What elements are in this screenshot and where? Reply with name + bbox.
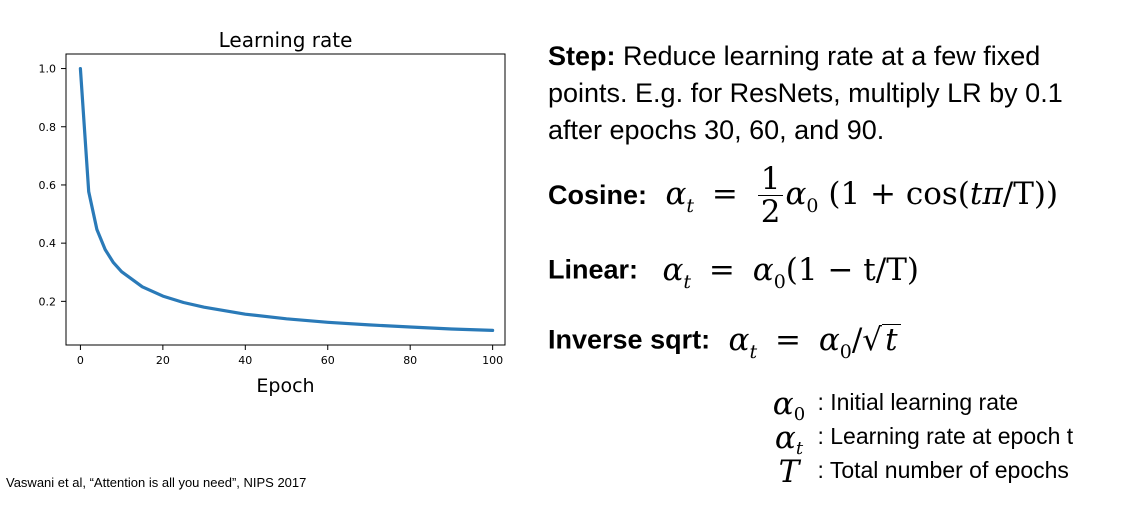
chart-title: Learning rate [219,28,353,52]
y-tick-label: 0.4 [39,237,57,250]
legend-alpha0: α0 : Initial learning rate [765,386,1019,425]
step-body: Reduce learning rate at a few fixed poin… [548,41,1063,145]
y-tick-label: 1.0 [39,63,57,76]
alpha-symbol: α [818,322,840,358]
alpha-symbol: α [785,176,807,212]
inverse-sqrt-label: Inverse sqrt: [548,324,711,355]
alphat-description: : Learning rate at epoch t [817,423,1074,449]
citation: Vaswani et al, “Attention is all you nee… [6,475,307,490]
alpha-subscript: 0 [806,195,819,217]
cosine-term: (1 + cos( [828,176,970,212]
equals-sign: = [708,252,735,288]
learning-rate-line [78,67,495,332]
T-description: : Total number of epochs [817,457,1069,483]
legend-alphat: αt : Learning rate at epoch t [765,420,1074,459]
sqrt-sign: √ [862,322,883,358]
y-tick-label: 0.2 [39,295,57,308]
x-tick-label: 40 [238,354,252,367]
x-tick-label: 60 [321,354,335,367]
inverse-sqrt-formula: Inverse sqrt: αt = α0/√t [548,322,901,363]
alpha-symbol: α [772,386,794,422]
step-description: Step: Reduce learning rate at a few fixe… [548,38,1118,149]
x-tick-label: 0 [77,354,84,367]
fraction-denominator: 2 [760,194,781,230]
alpha-subscript: t [749,341,758,363]
cosine-label: Cosine: [548,180,648,210]
equals-sign: = [711,176,738,212]
alpha-subscript: t [686,195,695,217]
division-slash: / [851,322,863,358]
sqrt-argument: t [882,324,901,356]
alpha-symbol: α [774,420,796,456]
fraction-numerator: 1 [757,163,784,196]
x-tick-label: 20 [156,354,170,367]
alpha-subscript: 0 [773,271,786,293]
plot-frame [65,53,506,346]
T-symbol: T [778,454,800,490]
chart-svg: Learning rate 0 20 40 60 80 100 0.2 0.4 0.6 0.8 1.0… [39,28,506,397]
alpha-subscript: t [683,271,692,293]
cosine-argument: tπ [969,176,1003,212]
learning-rate-chart: Learning rate 0 20 40 60 80 100 0.2 0.4 0.6 0.8 1.0… [0,0,540,420]
alpha-subscript: t [795,438,804,459]
linear-formula: Linear: αt = α0(1 − t/T) [548,252,919,293]
linear-term: (1 − t/T) [785,252,919,288]
x-axis-label: Epoch [256,375,314,397]
x-tick-label: 100 [482,354,503,367]
alpha-symbol: α [752,252,774,288]
half-fraction: 1 2 [757,163,784,230]
alpha0-description: : Initial learning rate [817,389,1019,415]
alpha-subscript: 0 [839,341,852,363]
linear-label: Linear: [548,254,639,285]
schedules-panel: Step: Reduce learning rate at a few fixe… [548,38,1118,363]
x-tick-label: 80 [403,354,417,367]
equals-sign: = [774,322,801,358]
alpha-symbol: α [662,252,684,288]
cosine-formula: Cosine: αt = 1 2 α0 (1 + cos(tπ/T)) [548,163,1058,228]
step-label: Step: [548,41,616,71]
y-tick-label: 0.8 [39,121,57,134]
alpha-subscript: 0 [793,404,806,425]
alpha-symbol: α [665,176,687,212]
cosine-term-end: /T)) [1002,176,1059,212]
y-tick-label: 0.6 [39,179,57,192]
legend-total-epochs: T : Total number of epochs [765,454,1069,490]
alpha-symbol: α [728,322,750,358]
